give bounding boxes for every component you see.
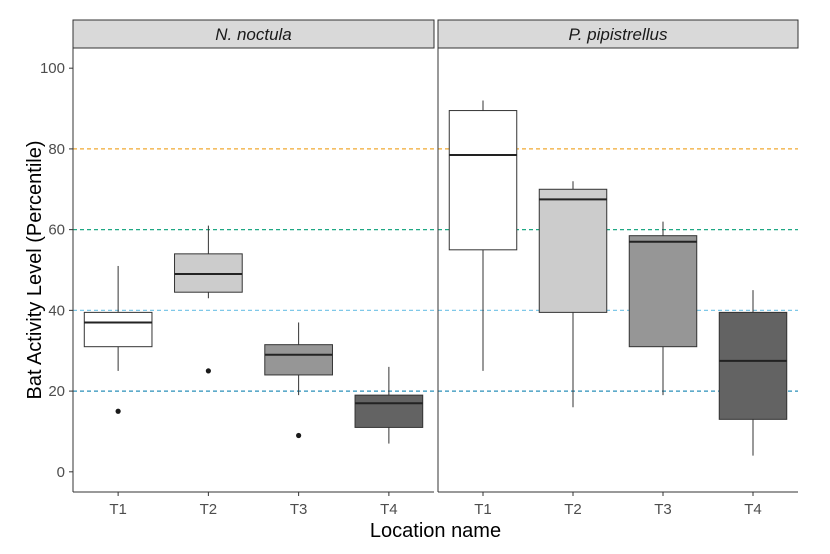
facet-title: N. noctula [215,25,292,44]
x-tick-label: T2 [200,501,218,518]
box [354,394,424,428]
x-tick-label: T1 [474,501,492,518]
y-axis-title: Bat Activity Level (Percentile) [24,141,46,400]
x-tick-label: T3 [290,501,308,518]
facet-panel [438,100,798,456]
facet-strip [437,19,799,49]
x-axis-title: Location name [370,520,501,542]
outlier-point [115,408,121,414]
facet-strip [72,19,435,49]
x-tick-label: T4 [744,501,762,518]
x-tick-label: T3 [654,501,672,518]
facet-title: P. pipistrellus [569,25,668,44]
box [718,311,788,420]
x-tick-label: T1 [109,501,127,518]
y-tick-label: 60 [48,222,65,239]
y-tick-label: 100 [40,60,65,77]
box [628,235,698,348]
box [174,253,243,293]
box [448,110,518,251]
x-tick-label: T4 [380,501,398,518]
y-tick-label: 40 [48,302,65,319]
outlier-point [205,368,211,374]
facet-panel [73,148,434,444]
outlier-point [296,432,302,439]
box [538,188,608,313]
y-tick-label: 80 [48,141,65,158]
y-tick-label: 20 [48,383,65,400]
x-tick-label: T2 [564,501,582,518]
box [264,344,333,376]
box [83,311,153,348]
y-tick-label: 0 [57,464,65,481]
